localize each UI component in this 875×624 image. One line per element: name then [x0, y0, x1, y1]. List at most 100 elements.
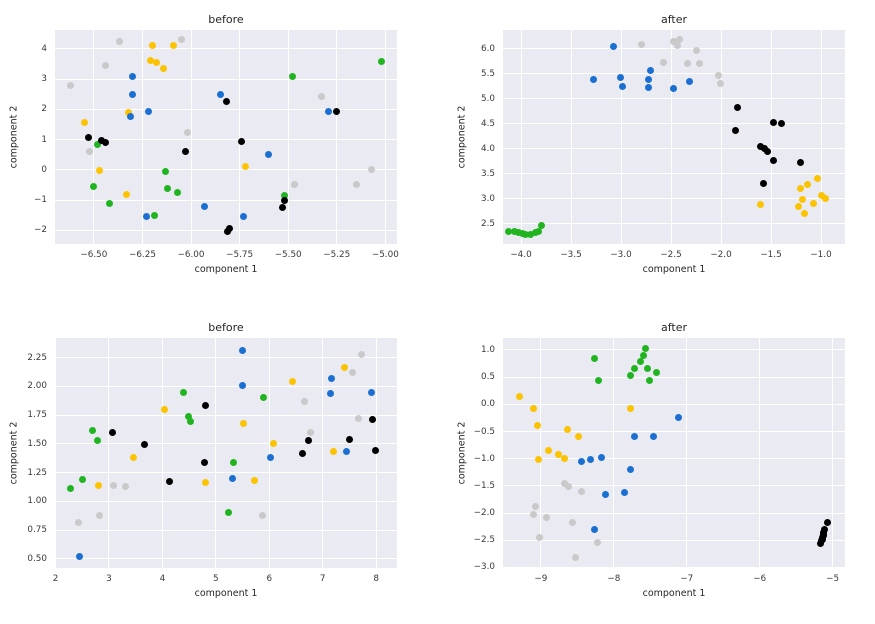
- data-point-gray: [659, 59, 667, 67]
- data-point-blue: [129, 73, 137, 81]
- x-tick-label: 7: [319, 574, 326, 584]
- y-tick-label: 2.00: [27, 381, 47, 392]
- x-tick-label: 4: [159, 574, 166, 584]
- data-point-black: [818, 535, 826, 543]
- data-point-green: [514, 228, 522, 236]
- data-point-black: [763, 147, 771, 155]
- data-point-yellow: [80, 119, 88, 127]
- data-point-blue: [239, 213, 247, 221]
- data-point-yellow: [239, 419, 247, 427]
- data-point-gray: [352, 181, 360, 189]
- data-point-yellow: [94, 481, 102, 489]
- data-point-yellow: [563, 425, 571, 433]
- data-point-gray: [307, 428, 315, 436]
- data-point-blue: [669, 84, 677, 92]
- x-axis-label: component 1: [194, 588, 258, 599]
- data-point-black: [165, 478, 173, 486]
- y-tick-label: −2.5: [473, 535, 495, 546]
- data-point-gray: [349, 369, 357, 376]
- y-tick-label: 0.0: [481, 399, 495, 410]
- x-tick-label: 6: [266, 574, 273, 584]
- data-point-yellow: [545, 446, 553, 454]
- y-tick-label: 1.25: [27, 467, 47, 478]
- gridline-x: [759, 338, 761, 568]
- gridline-x: [770, 30, 772, 244]
- y-tick-label: 2.25: [27, 352, 47, 363]
- gridline-x: [570, 30, 572, 244]
- data-point-yellow: [533, 422, 541, 430]
- y-tick-label: −3.0: [473, 562, 495, 573]
- data-point-green: [534, 228, 542, 236]
- gridline-x: [322, 338, 324, 568]
- data-point-blue: [630, 433, 638, 441]
- data-point-yellow: [813, 175, 821, 183]
- gridline-y: [55, 139, 397, 141]
- data-point-yellow: [794, 202, 802, 210]
- data-point-gray: [692, 46, 700, 54]
- data-point-blue: [216, 90, 224, 98]
- data-point-blue: [142, 213, 150, 221]
- x-tick-label: −6.50: [80, 250, 108, 260]
- gridline-y: [55, 414, 397, 416]
- gridline-y: [503, 376, 845, 378]
- data-point-yellow: [330, 448, 338, 456]
- data-point-black: [84, 133, 92, 141]
- data-point-gray: [86, 147, 94, 155]
- data-point-green: [590, 355, 598, 363]
- data-point-gray: [568, 519, 576, 527]
- gridline-y: [503, 512, 845, 514]
- data-point-gray: [535, 534, 543, 542]
- subplot-title: before: [208, 13, 244, 26]
- subplot-title: after: [660, 321, 688, 334]
- data-point-green: [537, 221, 545, 229]
- data-point-blue: [201, 203, 209, 211]
- y-tick-label: 3.5: [481, 168, 495, 179]
- subplot-title: before: [208, 321, 244, 334]
- y-tick-label: −2.0: [473, 508, 495, 519]
- y-tick-label: 2.5: [481, 218, 495, 229]
- y-tick-label: −0.5: [473, 426, 495, 437]
- data-point-gray: [290, 180, 298, 188]
- data-point-black: [369, 416, 377, 424]
- gridline-y: [503, 223, 845, 225]
- data-point-blue: [601, 491, 609, 499]
- data-point-yellow: [530, 404, 538, 412]
- data-point-black: [733, 104, 741, 112]
- data-point-blue: [589, 75, 597, 83]
- data-point-green: [288, 72, 296, 80]
- subplot-title: after: [660, 13, 688, 26]
- gridline-y: [503, 539, 845, 541]
- data-point-yellow: [251, 477, 259, 485]
- data-point-blue: [266, 454, 274, 462]
- gridline-y: [55, 78, 397, 80]
- gridline-x: [686, 338, 688, 568]
- gridline-y: [503, 148, 845, 150]
- x-tick-label: −5.00: [371, 250, 399, 260]
- x-tick-label: −6: [753, 574, 767, 584]
- x-tick-label: 5: [213, 574, 219, 584]
- data-point-gray: [543, 514, 551, 522]
- data-point-blue: [342, 448, 350, 456]
- data-point-gray: [355, 415, 363, 422]
- data-point-yellow: [798, 195, 806, 203]
- data-point-black: [278, 204, 286, 212]
- data-point-black: [108, 428, 116, 436]
- data-point-black: [238, 137, 246, 145]
- data-point-blue: [616, 74, 624, 82]
- gridline-x: [620, 30, 622, 244]
- gridline-x: [161, 338, 163, 568]
- x-tick-label: −6.25: [128, 250, 156, 260]
- data-point-green: [179, 388, 187, 396]
- data-point-green: [150, 211, 158, 219]
- y-tick-label: 4.0: [481, 143, 495, 154]
- gridline-y: [55, 169, 397, 171]
- data-point-yellow: [161, 405, 169, 413]
- gridline-y: [55, 385, 397, 387]
- y-tick-label: 4: [41, 43, 47, 54]
- data-point-black: [181, 148, 189, 156]
- data-point-blue: [685, 78, 693, 86]
- data-point-blue: [265, 151, 273, 159]
- data-point-green: [173, 189, 181, 197]
- gridline-x: [215, 338, 217, 568]
